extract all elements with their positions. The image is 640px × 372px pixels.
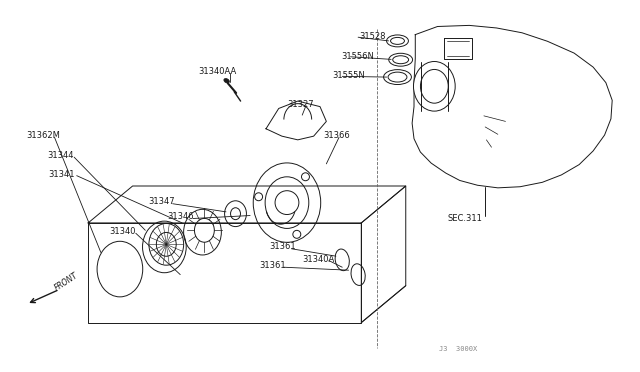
Text: 31327: 31327	[287, 100, 314, 109]
Ellipse shape	[224, 78, 229, 83]
Text: 31346: 31346	[168, 212, 194, 221]
Text: 31340AA: 31340AA	[198, 67, 236, 76]
Text: 31341: 31341	[48, 170, 75, 179]
Text: 31344: 31344	[47, 151, 74, 160]
Text: 31366: 31366	[323, 131, 350, 140]
Text: J3  3000X: J3 3000X	[440, 346, 477, 352]
Text: 31340: 31340	[109, 227, 136, 235]
Text: 31556N: 31556N	[342, 52, 374, 61]
Text: 31361: 31361	[269, 243, 296, 251]
Text: 31361: 31361	[259, 261, 285, 270]
Text: 31347: 31347	[148, 197, 175, 206]
Text: 31555N: 31555N	[333, 71, 365, 80]
Text: FRONT: FRONT	[53, 271, 80, 293]
Ellipse shape	[413, 61, 455, 111]
Text: SEC.311: SEC.311	[447, 214, 482, 223]
Text: 31362M: 31362M	[26, 131, 60, 140]
Text: 31340A: 31340A	[302, 254, 335, 264]
Text: 31528: 31528	[360, 32, 386, 41]
